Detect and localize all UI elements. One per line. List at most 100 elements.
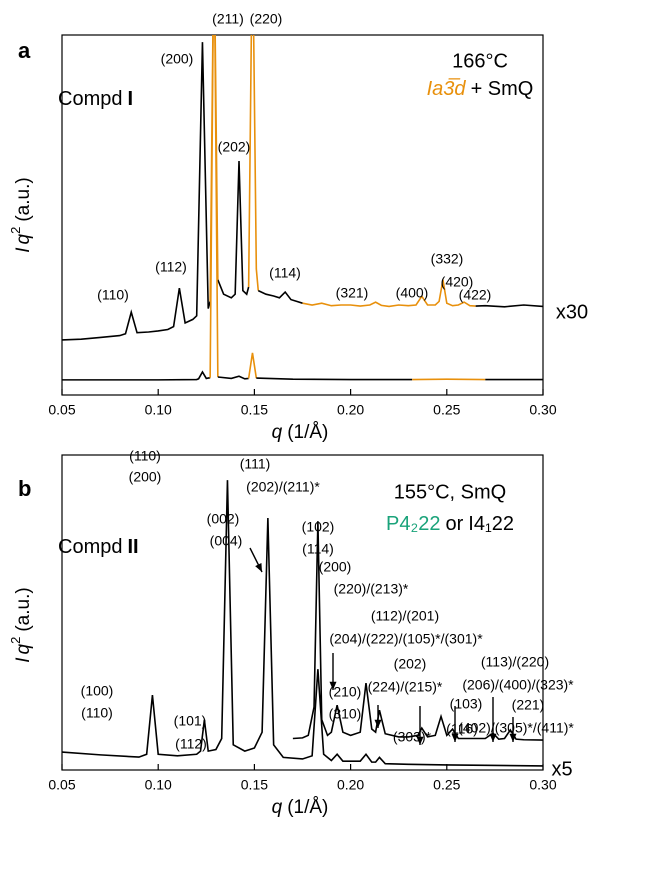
compound-word: Compd <box>58 536 122 558</box>
compound-word: Compd <box>58 88 122 110</box>
peak-label: x30 <box>556 301 588 323</box>
peak-label: (221) <box>512 697 545 713</box>
y-axis-symbol: I <box>13 247 34 253</box>
y-axis-symbol: I <box>13 657 34 663</box>
peak-label: (206)/(400)/(323)* <box>462 677 574 693</box>
x-axis-unit: (1/Å) <box>287 797 328 818</box>
x-tick-label: 0.05 <box>48 777 75 793</box>
peak-label: (114) <box>302 541 334 557</box>
peak-label: (321) <box>336 285 369 301</box>
temperature-label: 166°C <box>452 50 508 72</box>
peak-label: (224)/(215)* <box>368 679 443 695</box>
peak-label: (004) <box>210 533 243 549</box>
peak-label: (116) <box>446 721 478 737</box>
trace <box>62 42 211 341</box>
trace <box>62 480 543 767</box>
x-axis-unit: (1/Å) <box>287 422 328 443</box>
peak-label: (103) <box>450 696 483 712</box>
x-tick-label: 0.25 <box>433 402 460 418</box>
peak-label: (202) <box>394 656 427 672</box>
peak-label: (112) <box>175 736 207 752</box>
peak-label: (110) <box>97 287 129 303</box>
x-axis-symbol: q <box>272 797 283 818</box>
arrow-head <box>416 736 424 745</box>
plot-frame <box>61 34 544 396</box>
x-tick-label: 0.30 <box>529 402 556 418</box>
peak-label: (211) <box>212 11 244 27</box>
peak-label: (202)/(211)* <box>246 479 320 495</box>
peak-label: (110) <box>129 448 161 464</box>
peak-label: (210) <box>329 684 362 700</box>
trace <box>247 352 258 379</box>
arrow-head <box>255 563 262 572</box>
x-axis-symbol: q <box>272 422 283 443</box>
phase-symbol: P4₂22 <box>386 513 440 535</box>
peak-label: (202) <box>218 139 251 155</box>
phase-symbol: Ia3̅d <box>427 77 467 100</box>
trace <box>217 160 250 299</box>
peak-label: (402)/(305)*/(411)* <box>458 720 574 736</box>
peak-label: (112)/(201) <box>371 608 439 624</box>
x-axis-label: q (1/Å) <box>272 797 329 818</box>
peak-label: (101) <box>174 713 207 729</box>
x-tick-label: 0.10 <box>145 402 172 418</box>
peak-label: (110) <box>81 705 113 721</box>
peak-label: (002) <box>207 511 240 527</box>
peak-label: (220) <box>250 11 283 27</box>
compound-label: Compd I <box>58 88 133 110</box>
trace <box>62 370 211 381</box>
peak-label: x5 <box>551 758 572 780</box>
peak-label: (303)* <box>393 729 432 745</box>
y-axis-unit: (a.u.) <box>13 177 34 221</box>
x-tick-label: 0.25 <box>433 777 460 793</box>
trace <box>475 304 543 308</box>
peak-label: (310) <box>329 706 362 722</box>
y-axis-label: Iq2 (a.u.) <box>8 587 34 662</box>
compound-number: I <box>127 88 133 110</box>
trace <box>302 279 476 308</box>
y-axis-exponent: 2 <box>8 227 23 234</box>
peak-label: (100) <box>81 683 114 699</box>
peak-label: (102) <box>302 519 335 535</box>
compound-label: Compd II <box>58 536 139 558</box>
x-tick-label: 0.05 <box>48 402 75 418</box>
panel-label: b <box>18 476 31 501</box>
peak-label: (422) <box>459 287 492 303</box>
y-axis-symbol: q <box>13 233 34 244</box>
arrow-head <box>374 719 382 728</box>
peak-label: (200) <box>129 469 162 485</box>
arrow-head <box>451 733 459 742</box>
x-tick-label: 0.10 <box>145 777 172 793</box>
phase-text: or <box>446 513 464 535</box>
y-axis-symbol: q <box>13 643 34 654</box>
peak-label: (114) <box>269 265 301 281</box>
phase-label: P4₂22 or I4₁22 <box>386 513 514 535</box>
arrow-head <box>509 733 517 742</box>
y-axis-exponent: 2 <box>8 637 23 644</box>
peak-label: (111) <box>240 456 271 472</box>
trace <box>247 35 260 291</box>
phase-text: + SmQ <box>471 78 534 100</box>
x-tick-label: 0.30 <box>529 777 556 793</box>
arrow-head <box>489 733 497 742</box>
panel-label: a <box>18 38 31 63</box>
x-tick-label: 0.15 <box>241 402 268 418</box>
peak-label: (204)/(222)/(105)*/(301)* <box>329 631 483 647</box>
peak-label: (113)/(220) <box>481 654 549 670</box>
x-tick-label: 0.20 <box>337 777 364 793</box>
peak-label: (112) <box>155 259 187 275</box>
plot-frame <box>61 454 544 771</box>
peak-label: (400) <box>396 285 429 301</box>
trace <box>257 289 303 304</box>
temperature-label: 155°C, SmQ <box>394 481 506 503</box>
peak-label: (220)/(213)* <box>334 581 409 597</box>
x-tick-label: 0.20 <box>337 402 364 418</box>
trace <box>209 35 219 378</box>
phase-symbol: I4₁22 <box>468 513 514 535</box>
trace <box>217 375 249 380</box>
x-axis-label: q (1/Å) <box>272 422 329 443</box>
phase-label: Ia3̅d + SmQ <box>427 77 534 100</box>
peak-label: (200) <box>319 559 352 575</box>
